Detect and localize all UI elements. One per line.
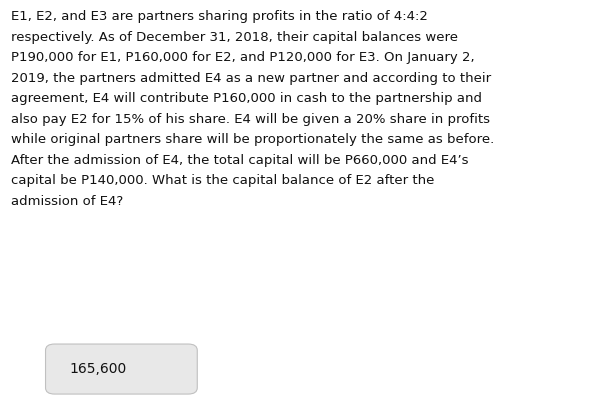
Text: 165,600: 165,600 <box>70 362 127 376</box>
Text: E1, E2, and E3 are partners sharing profits in the ratio of 4:4:2
respectively. : E1, E2, and E3 are partners sharing prof… <box>11 10 494 208</box>
FancyBboxPatch shape <box>46 344 197 394</box>
